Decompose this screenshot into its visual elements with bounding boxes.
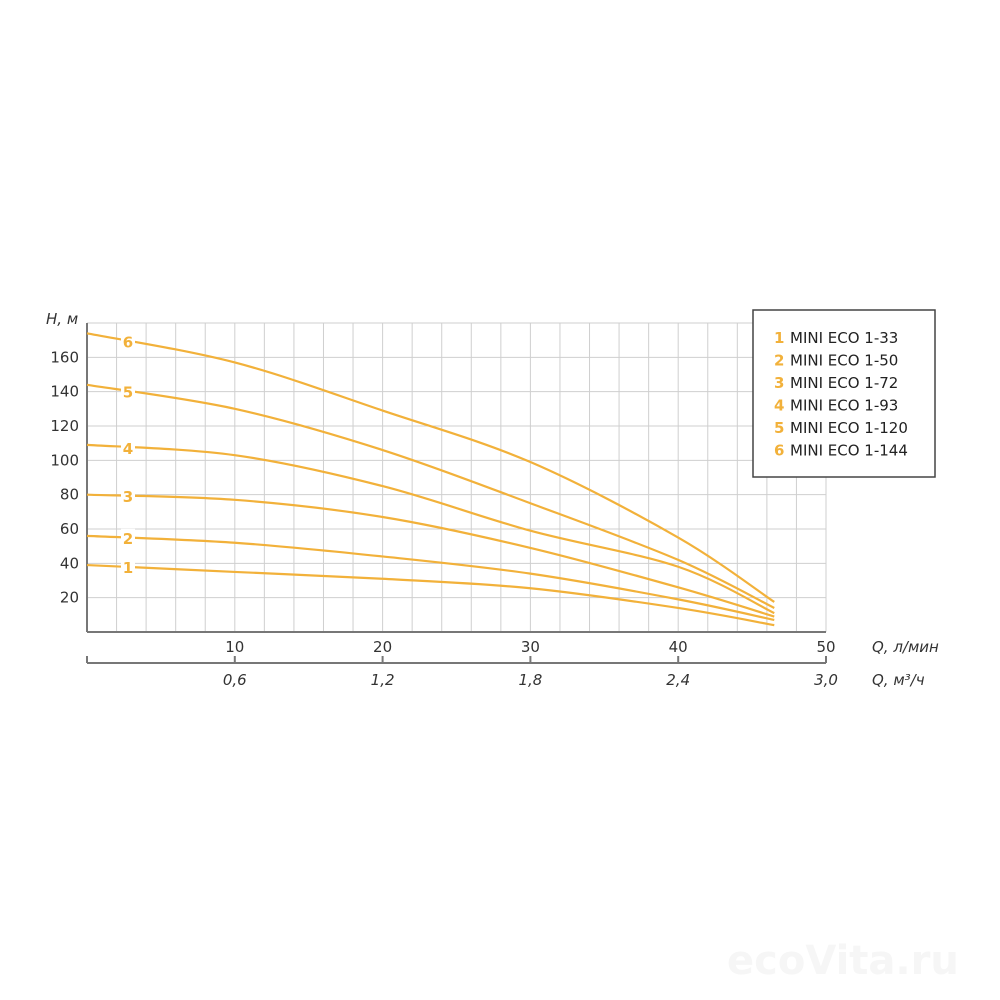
x2-tick-label: 2,4 [666, 671, 690, 689]
curve-label-2: 2 [123, 530, 133, 548]
curve-label-bg [121, 557, 135, 576]
legend-number: 2 [774, 352, 784, 370]
x-axis-label: Q, л/мин [872, 638, 939, 656]
legend-number: 5 [774, 419, 784, 437]
y-tick-label: 100 [50, 451, 79, 469]
curves: 1 2 3 4 5 6 [86, 332, 775, 627]
legend-item: MINI ECO 1-50 [790, 352, 898, 370]
x-tick-label: 10 [225, 638, 244, 656]
y-tick-label: 140 [50, 383, 79, 401]
legend-box [752, 309, 936, 478]
legend-item: MINI ECO 1-33 [790, 329, 898, 347]
curve-6 [86, 332, 775, 603]
legend-item: MINI ECO 1-93 [790, 397, 898, 415]
legend-item: MINI ECO 1-144 [790, 442, 908, 460]
legend-item: MINI ECO 1-72 [790, 374, 898, 392]
curve-label-bg [121, 528, 135, 547]
x2-tick-label: 3,0 [814, 671, 838, 689]
curve-label-3: 3 [123, 488, 133, 506]
y-tick-label: 160 [50, 348, 79, 366]
curve-5 [86, 383, 775, 609]
x2-tick-label: 1,2 [371, 671, 395, 689]
curve-label-bg [121, 332, 135, 351]
curve-4 [86, 443, 775, 615]
legend-number: 3 [774, 374, 784, 392]
x-tick-label: 20 [373, 638, 392, 656]
curve-label-bg [121, 382, 135, 401]
x-tick-label: 30 [521, 638, 540, 656]
y-tick-label: 40 [60, 554, 79, 572]
legend-item: MINI ECO 1-120 [790, 419, 908, 437]
y-tick-label: 80 [60, 486, 79, 504]
curve-label-bg [121, 438, 135, 457]
x-tick-label: 50 [816, 638, 835, 656]
legend-number: 6 [774, 442, 784, 460]
legend-number: 4 [774, 397, 784, 415]
curve-label-1: 1 [123, 559, 133, 577]
x2-axis-label: Q, м³/ч [872, 671, 925, 689]
axes: 20 40 60 80 100 120 140 160 10 20 30 40 50 0,6 1,2 1,8 2… [50, 323, 838, 689]
curve-label-6: 6 [123, 333, 133, 351]
curve-2 [86, 534, 775, 622]
grid [87, 322, 827, 632]
y-tick-label: 120 [50, 417, 79, 435]
curve-3 [86, 493, 775, 618]
legend: 1 MINI ECO 1-33 2 MINI ECO 1-50 3 MINI ECO 1-… [752, 309, 936, 478]
curve-label-5: 5 [123, 384, 133, 402]
curve-label-4: 4 [123, 440, 133, 458]
curve-label-bg [121, 487, 135, 506]
y-axis-label: H, м [46, 310, 78, 328]
x2-tick-label: 0,6 [223, 671, 247, 689]
y-tick-label: 20 [60, 589, 79, 607]
y-tick-label: 60 [60, 520, 79, 538]
curve-1 [86, 563, 775, 627]
watermark: ecoVita.ru [727, 938, 959, 984]
x-tick-label: 40 [669, 638, 688, 656]
x2-tick-label: 1,8 [518, 671, 542, 689]
legend-number: 1 [774, 329, 784, 347]
